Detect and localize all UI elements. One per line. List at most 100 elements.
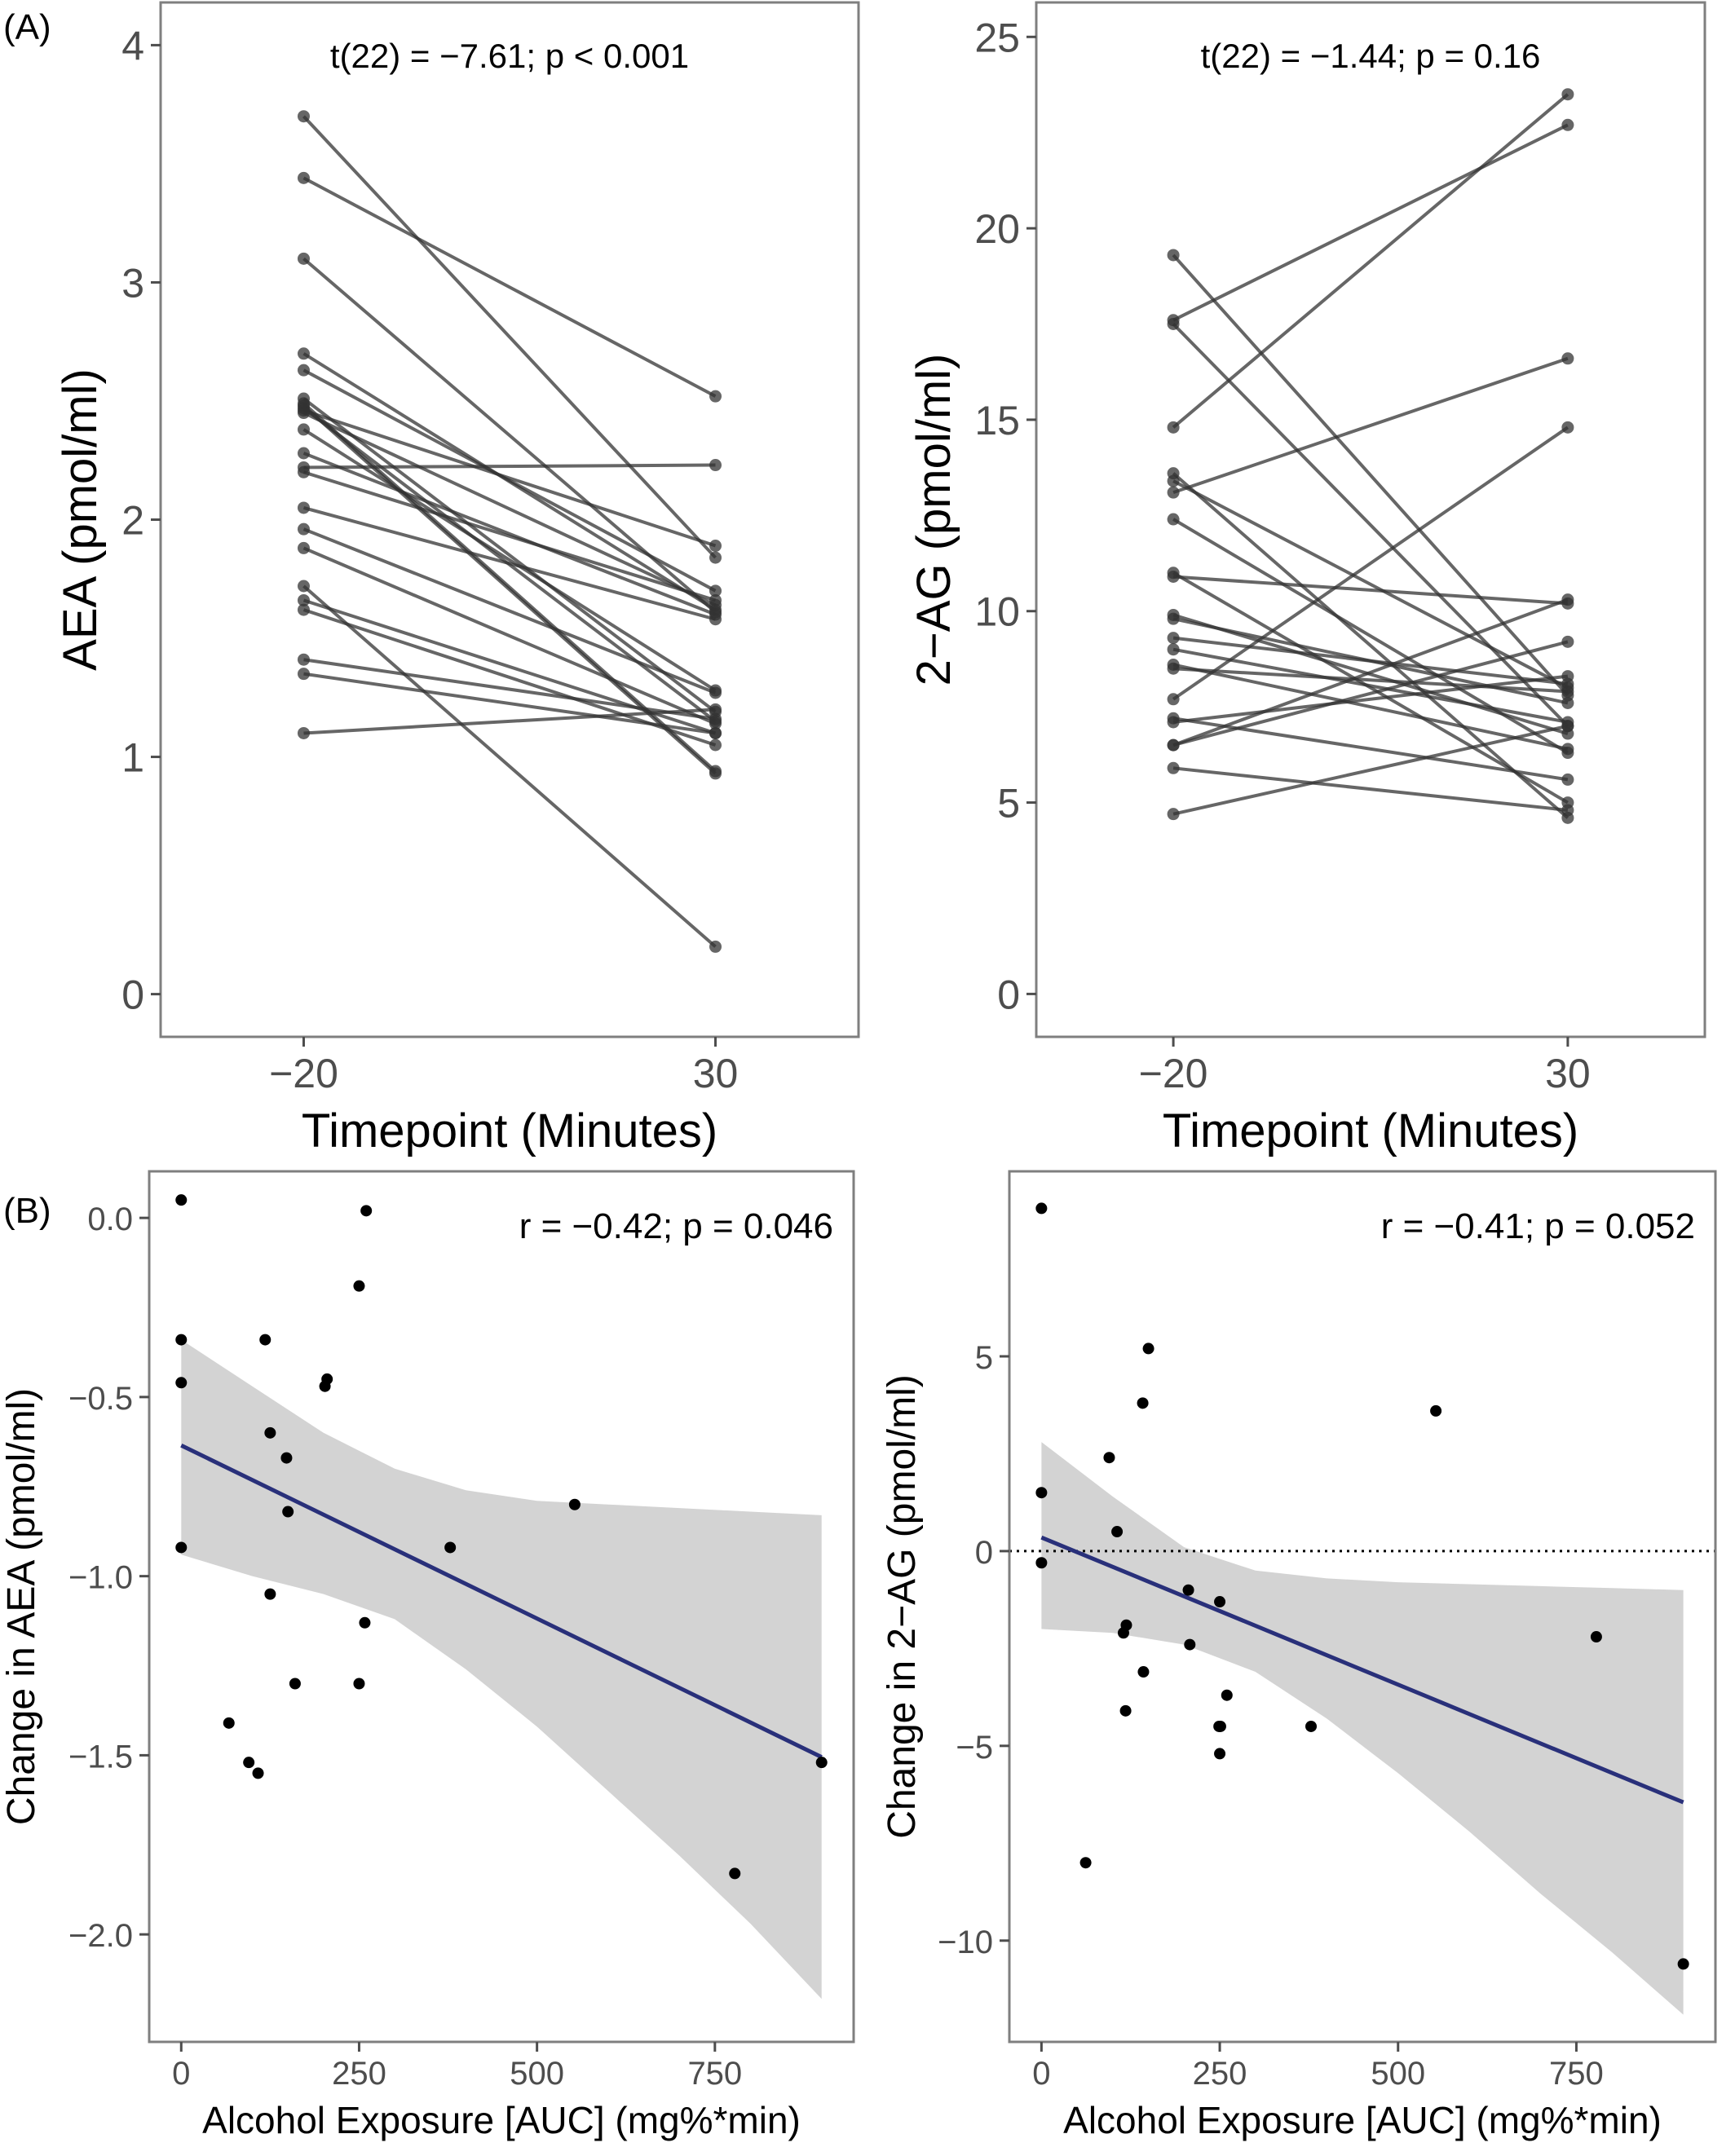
stat-annotation: t(22) = −1.44; p = 0.16 (1201, 37, 1541, 75)
subject-line (1172, 667, 1569, 694)
subject-line (302, 408, 717, 548)
subject-line (1172, 663, 1569, 751)
subject-line (1172, 254, 1569, 697)
point-baseline (1167, 632, 1180, 645)
subject-line (302, 598, 717, 735)
x-tick-label: −20 (269, 1051, 338, 1096)
point-followup (709, 540, 722, 553)
point-followup (1561, 773, 1574, 786)
point-baseline (297, 593, 310, 606)
x-tick-label: −20 (1139, 1051, 1208, 1096)
data-point (1590, 1631, 1602, 1643)
data-point (1182, 1584, 1194, 1596)
data-point (175, 1377, 188, 1389)
data-point (1137, 1666, 1150, 1678)
point-baseline (1167, 474, 1180, 487)
stat-annotation: r = −0.42; p = 0.046 (519, 1206, 833, 1246)
point-baseline (297, 580, 310, 593)
scatter-chart-2: 5 0 −5 −10 0 250 500 750 r = −0.41; p = 0.052 Alc… (881, 1170, 1717, 2141)
point-baseline (1167, 570, 1180, 583)
point-followup (1561, 118, 1574, 131)
plot-border (159, 1, 860, 1038)
plot-border (1008, 1170, 1717, 2044)
subject-line (1172, 356, 1569, 495)
x-tick-label: 0 (1032, 2056, 1050, 2092)
y-tick-label: 20 (974, 206, 1020, 252)
y-tick-label: 10 (974, 589, 1020, 635)
subject-line (1172, 93, 1569, 429)
data-point (360, 1205, 373, 1217)
y-tick-label: 15 (974, 398, 1020, 443)
data-point (1035, 1202, 1048, 1215)
subject-line (1172, 647, 1569, 724)
point-baseline (297, 603, 310, 616)
panel-label-b: (B) (3, 1191, 51, 1231)
data-point (1035, 1557, 1048, 1569)
point-baseline (297, 447, 310, 460)
point-baseline (1167, 486, 1180, 499)
y-tick-label: 5 (975, 1340, 993, 1376)
y-axis-title: Change in 2−AG (pmol/ml) (881, 1374, 924, 1839)
point-followup (1561, 670, 1574, 683)
data-point (568, 1498, 581, 1510)
data-point (1305, 1720, 1318, 1732)
point-followup (1561, 352, 1574, 365)
point-followup (709, 712, 722, 725)
subject-line (302, 368, 717, 593)
data-point (815, 1757, 828, 1769)
plot-border (1035, 1, 1706, 1038)
subject-line (303, 708, 716, 735)
subject-line (303, 463, 716, 470)
x-axis-title: Timepoint (Minutes) (1163, 1104, 1578, 1157)
point-baseline (1167, 421, 1180, 434)
subject-line (302, 584, 717, 948)
point-baseline (297, 465, 310, 478)
y-tick-label: −5 (956, 1730, 993, 1766)
point-followup (1561, 421, 1574, 434)
subject-line (302, 527, 717, 694)
data-point (359, 1616, 371, 1629)
point-baseline (297, 423, 310, 436)
data-point (252, 1767, 264, 1779)
data-point (259, 1334, 272, 1346)
y-tick-label: 0 (975, 1535, 993, 1571)
y-tick-label: 0 (121, 972, 144, 1018)
x-tick-label: 0 (172, 2056, 190, 2092)
point-baseline (297, 171, 310, 184)
point-baseline (1167, 761, 1180, 774)
point-baseline (1167, 249, 1180, 262)
data-point (444, 1541, 457, 1554)
subject-line (1172, 123, 1569, 322)
y-tick-label: 4 (121, 23, 144, 68)
y-tick-label: 0 (997, 972, 1020, 1017)
y-tick-label: 1 (121, 735, 144, 781)
y-tick-label: 25 (974, 15, 1020, 60)
point-baseline (1167, 612, 1180, 625)
point-baseline (1167, 513, 1180, 526)
data-point (1117, 1627, 1129, 1639)
regression-line (180, 1443, 823, 1759)
point-followup (709, 726, 722, 739)
data-point (264, 1426, 276, 1439)
point-baseline (297, 726, 310, 739)
data-point (282, 1506, 294, 1518)
point-baseline (1167, 716, 1180, 729)
y-tick-label: −1.0 (68, 1560, 133, 1596)
point-baseline (1167, 693, 1180, 706)
point-followup (1561, 593, 1574, 606)
point-baseline (297, 347, 310, 360)
subject-line (1172, 479, 1569, 690)
point-baseline (297, 364, 310, 377)
data-point (353, 1678, 365, 1690)
point-baseline (1167, 739, 1180, 752)
stat-annotation: t(22) = −7.61; p < 0.001 (330, 37, 689, 75)
subject-line (1172, 674, 1569, 724)
point-baseline (1167, 808, 1180, 821)
subject-line (1172, 636, 1569, 686)
point-followup (1561, 696, 1574, 709)
subject-line (1172, 575, 1569, 606)
data-point (175, 1541, 188, 1554)
point-followup (709, 703, 722, 716)
point-followup (1561, 88, 1574, 101)
y-axis-title: 2−AG (pmol/ml) (907, 354, 960, 686)
